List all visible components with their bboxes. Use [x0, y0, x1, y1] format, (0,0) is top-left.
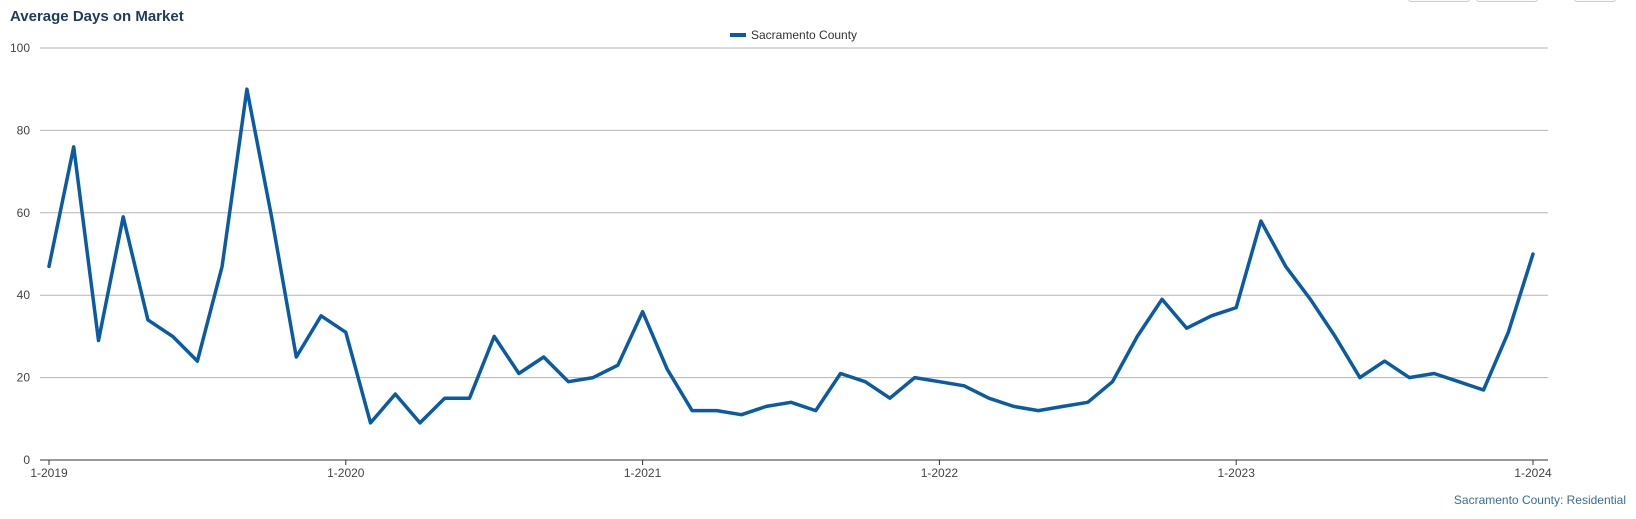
y-tick-label: 60: [17, 206, 31, 220]
x-tick-label: 1-2019: [30, 466, 68, 480]
toolbar: [1408, 0, 1616, 2]
x-tick-label: 1-2023: [1218, 466, 1256, 480]
y-tick-label: 20: [17, 371, 31, 385]
x-tick-label: 1-2020: [327, 466, 365, 480]
legend: Sacramento County: [730, 28, 857, 42]
series-line-sacramento-county: [47, 87, 1535, 425]
chart-title: Average Days on Market: [10, 8, 184, 25]
y-tick-label: 40: [17, 288, 31, 302]
x-tick-label: 1-2024: [1514, 466, 1552, 480]
legend-label: Sacramento County: [751, 28, 857, 42]
y-tick-label: 100: [10, 41, 30, 55]
x-axis: 1-2019 1-2020 1-2021 1-2022 1-2023 1-2024: [30, 459, 1552, 480]
y-tick-label: 0: [23, 453, 30, 467]
chart-footer: Sacramento County: Residential: [1453, 493, 1626, 507]
x-tick-label: 1-2021: [624, 466, 662, 480]
series-lines: [47, 87, 1535, 425]
x-tick-label: 1-2022: [921, 466, 959, 480]
y-tick-label: 80: [17, 123, 31, 137]
y-axis-labels: 0 20 40 60 80 100: [10, 41, 30, 467]
grid-lines: [40, 47, 1548, 379]
